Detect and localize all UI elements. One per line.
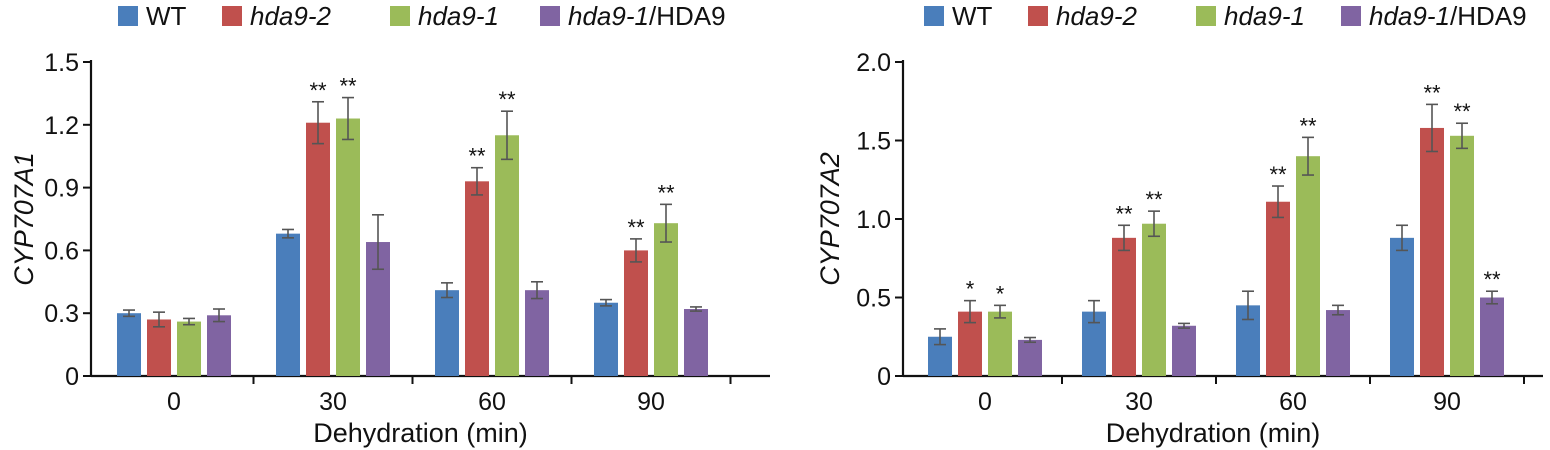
y-tick-label: 0 bbox=[65, 363, 79, 391]
bar bbox=[1018, 339, 1042, 376]
x-tick-label: 60 bbox=[1279, 388, 1307, 416]
bar bbox=[624, 250, 648, 376]
significance-marker: ** bbox=[1299, 113, 1317, 138]
y-tick-label: 0.5 bbox=[856, 285, 891, 313]
y-tick-label: 0.3 bbox=[44, 300, 79, 328]
bar bbox=[336, 118, 360, 377]
x-tick-label: 0 bbox=[978, 388, 992, 416]
legend-label: WT bbox=[952, 1, 993, 31]
y-axis-label: CYP707A1 bbox=[9, 152, 39, 286]
legend-swatch bbox=[390, 6, 410, 26]
y-tick-label: 0.6 bbox=[44, 237, 79, 265]
legend-label-part: hda9-1 bbox=[1369, 1, 1450, 31]
bar bbox=[1420, 127, 1444, 376]
x-tick-label: 90 bbox=[1433, 388, 1461, 416]
legend-label-part: hda9-2 bbox=[250, 1, 331, 31]
significance-marker: ** bbox=[1453, 99, 1471, 124]
bar bbox=[1112, 237, 1136, 376]
significance-marker: ** bbox=[309, 78, 327, 103]
bar bbox=[1142, 223, 1166, 376]
significance-marker: * bbox=[996, 281, 1005, 306]
x-axis-label: Dehydration (min) bbox=[1106, 418, 1321, 448]
bar bbox=[1296, 156, 1320, 376]
significance-marker: ** bbox=[1145, 187, 1163, 212]
significance-marker: ** bbox=[468, 144, 486, 169]
bar bbox=[276, 233, 300, 376]
y-tick-label: 0 bbox=[877, 363, 891, 391]
bar bbox=[435, 290, 459, 376]
y-tick-label: 0.9 bbox=[44, 175, 79, 203]
legend-swatch bbox=[1028, 6, 1048, 26]
bar bbox=[117, 313, 141, 376]
legend-label-part: WT bbox=[952, 1, 993, 31]
bar bbox=[654, 223, 678, 376]
legend-swatch bbox=[924, 6, 944, 26]
significance-marker: ** bbox=[627, 215, 645, 240]
legend-label-part: /HDA9 bbox=[1450, 1, 1527, 31]
bar bbox=[147, 319, 171, 376]
bar bbox=[495, 135, 519, 376]
significance-marker: ** bbox=[498, 87, 516, 112]
bar bbox=[1390, 237, 1414, 376]
y-tick-label: 1.2 bbox=[44, 112, 79, 140]
legend-label-part: hda9-1 bbox=[568, 1, 649, 31]
x-tick-label: 30 bbox=[319, 388, 347, 416]
bar bbox=[465, 181, 489, 376]
bar bbox=[684, 309, 708, 376]
chart-panel-2: WT hda9-2 hda9-1 hda9-1/HDA900.51.01.52.0CY… bbox=[815, 1, 1543, 448]
bar bbox=[1450, 135, 1474, 376]
x-axis-label: Dehydration (min) bbox=[313, 418, 528, 448]
x-tick-label: 0 bbox=[167, 388, 181, 416]
x-tick-label: 60 bbox=[478, 388, 506, 416]
x-tick-label: 30 bbox=[1125, 388, 1153, 416]
legend-label-part: hda9-2 bbox=[1056, 1, 1137, 31]
bar bbox=[1266, 201, 1290, 376]
legend-label: hda9-2 bbox=[1056, 1, 1137, 31]
legend-label-part: hda9-1 bbox=[1224, 1, 1305, 31]
bar bbox=[1326, 310, 1350, 376]
legend-label-part: /HDA9 bbox=[649, 1, 726, 31]
legend-label: hda9-1/HDA9 bbox=[1369, 1, 1527, 31]
bar bbox=[988, 311, 1012, 376]
chart-panel-1: WT hda9-2 hda9-1 hda9-1/HDA900.30.60.91.21.… bbox=[9, 1, 770, 448]
significance-marker: ** bbox=[1423, 80, 1441, 105]
legend-swatch bbox=[1341, 6, 1361, 26]
y-axis-label: CYP707A2 bbox=[815, 152, 845, 286]
legend-swatch bbox=[540, 6, 560, 26]
legend-swatch bbox=[222, 6, 242, 26]
legend-label: hda9-1 bbox=[418, 1, 499, 31]
legend-label-part: WT bbox=[146, 1, 187, 31]
legend-swatch bbox=[1196, 6, 1216, 26]
y-tick-label: 2.0 bbox=[856, 49, 891, 77]
bar bbox=[1172, 325, 1196, 376]
significance-marker: ** bbox=[339, 74, 357, 99]
significance-marker: * bbox=[966, 277, 975, 302]
significance-marker: ** bbox=[1483, 267, 1501, 292]
significance-marker: ** bbox=[657, 180, 675, 205]
significance-marker: ** bbox=[1115, 201, 1133, 226]
bar bbox=[207, 315, 231, 376]
x-tick-label: 90 bbox=[637, 388, 665, 416]
bar bbox=[525, 290, 549, 376]
bar bbox=[594, 302, 618, 376]
y-tick-label: 1.0 bbox=[856, 206, 891, 234]
legend-label-part: hda9-1 bbox=[418, 1, 499, 31]
legend-label: hda9-2 bbox=[250, 1, 331, 31]
bar bbox=[177, 321, 201, 376]
y-tick-label: 1.5 bbox=[856, 128, 891, 156]
bar bbox=[1480, 297, 1504, 376]
legend-swatch bbox=[118, 6, 138, 26]
legend-label: hda9-1/HDA9 bbox=[568, 1, 726, 31]
bar bbox=[306, 122, 330, 376]
legend-label: hda9-1 bbox=[1224, 1, 1305, 31]
significance-marker: ** bbox=[1269, 162, 1287, 187]
y-tick-label: 1.5 bbox=[44, 49, 79, 77]
legend-label: WT bbox=[146, 1, 187, 31]
